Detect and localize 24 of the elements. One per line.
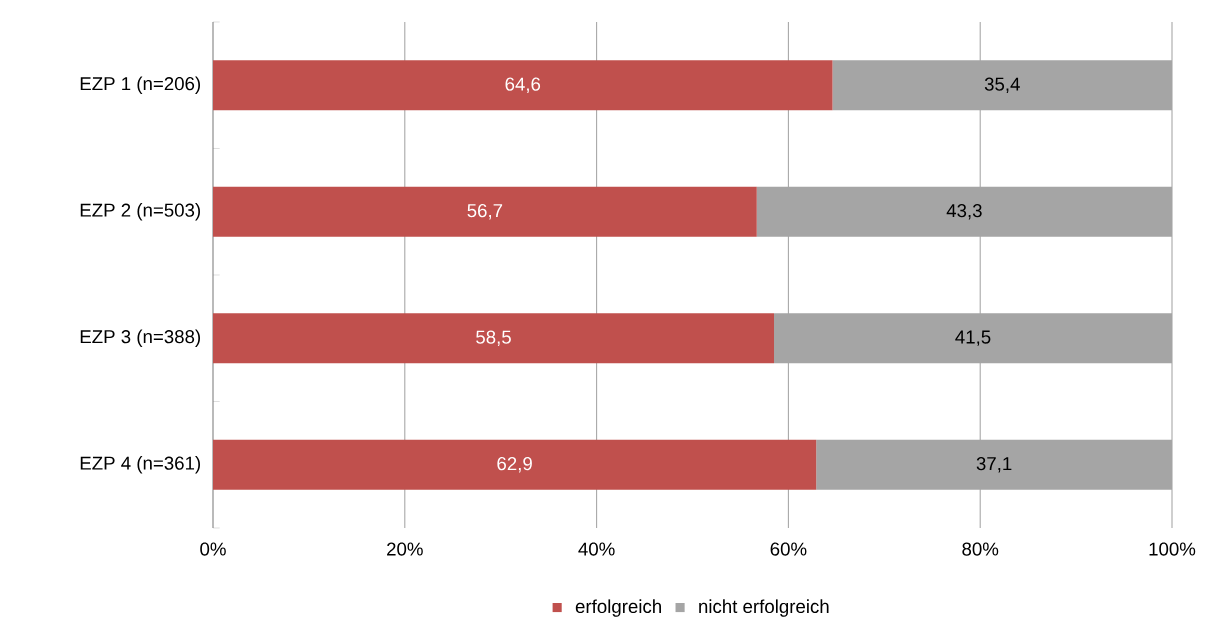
legend-label: nicht erfolgreich — [699, 599, 829, 617]
y-tick-label: EZP 4 (n=361) — [80, 456, 200, 474]
x-tick-label: 0% — [200, 542, 226, 556]
x-tick-label: 20% — [387, 542, 423, 556]
x-tick-label: 60% — [770, 542, 807, 556]
data-label: 58,5 — [476, 330, 511, 346]
y-tick-label: EZP 2 (n=503) — [80, 203, 200, 221]
x-tick-label: 40% — [578, 542, 615, 556]
bar — [213, 186, 757, 237]
data-label: 37,1 — [976, 457, 1012, 473]
data-label: 64,6 — [505, 77, 541, 93]
data-label: 56,7 — [467, 204, 503, 220]
data-label: 43,3 — [946, 204, 982, 220]
y-tick-label: EZP 1 (n=206) — [80, 76, 200, 94]
bar — [213, 439, 817, 490]
x-tick-label: 100% — [1149, 542, 1196, 556]
x-tick-label: 80% — [962, 542, 999, 556]
bar — [213, 60, 833, 111]
bar — [213, 313, 775, 364]
data-label: 35,4 — [984, 77, 1020, 93]
data-label: 41,5 — [955, 330, 991, 346]
legend-label: erfolgreich — [575, 599, 661, 617]
y-tick-label: EZP 3 (n=388) — [80, 329, 200, 347]
data-label: 62,9 — [497, 457, 532, 473]
